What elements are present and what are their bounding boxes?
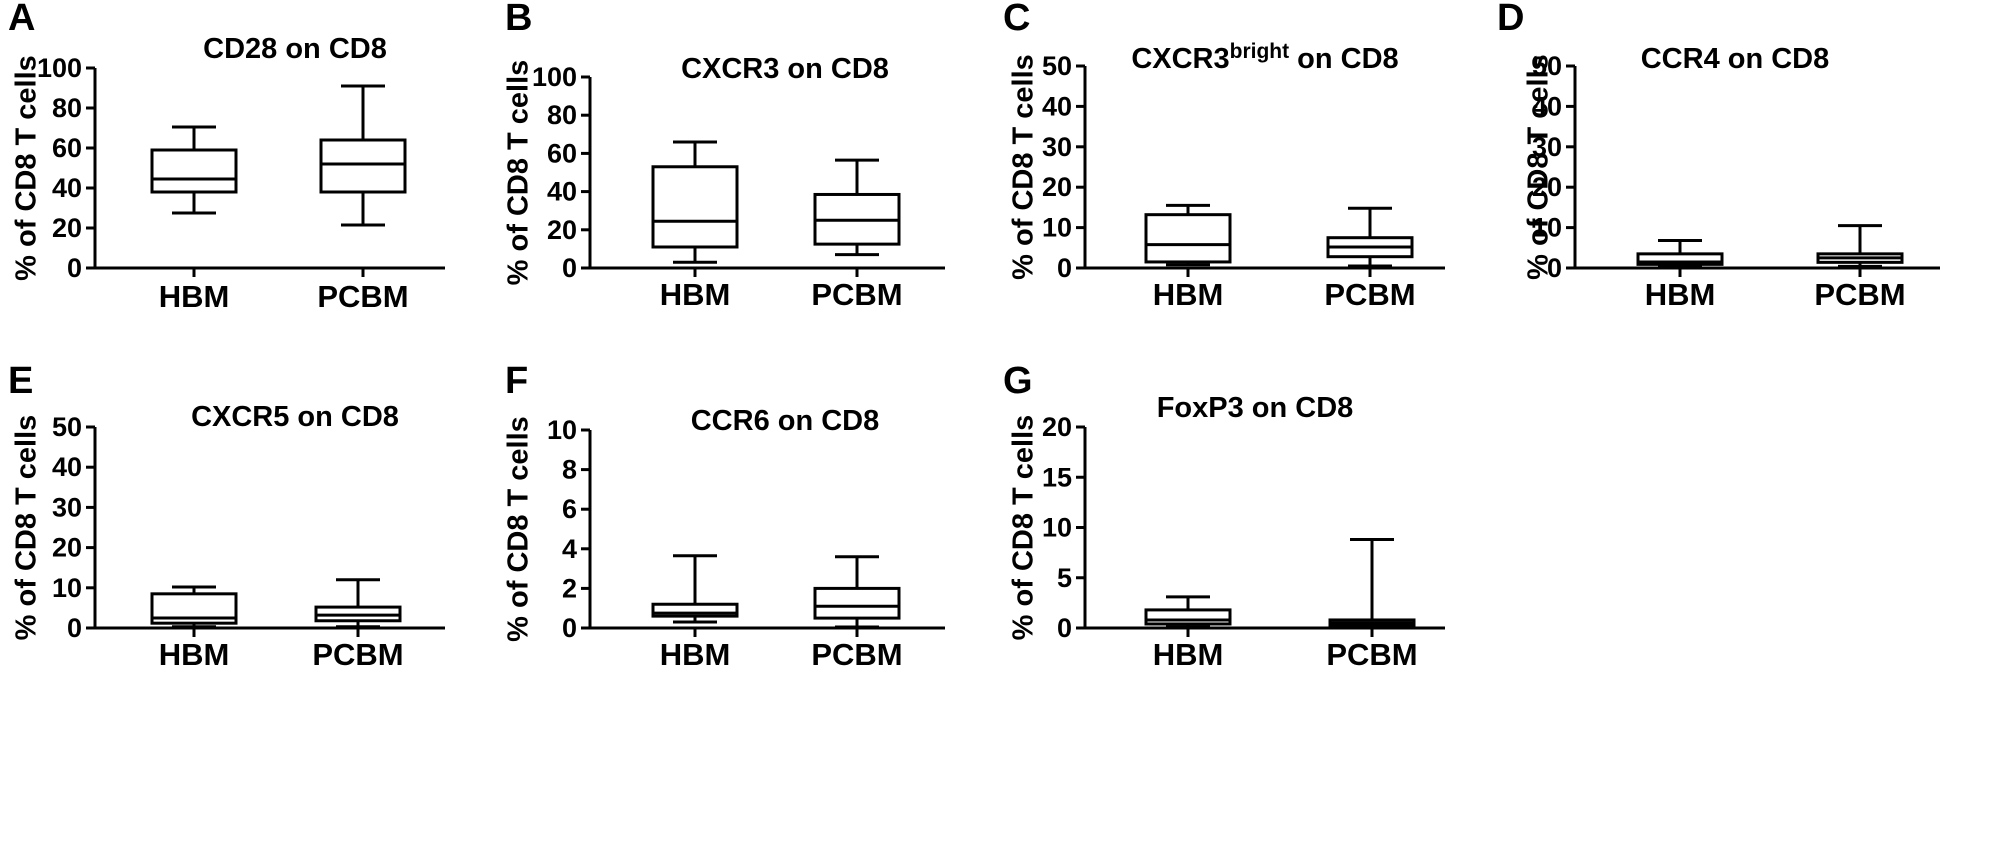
y-axis-label: % of CD8 T cells: [503, 416, 535, 642]
panel-letter: F: [505, 360, 528, 402]
y-tick-label: 80: [52, 93, 82, 123]
y-tick-label: 40: [1042, 91, 1072, 121]
box-iqr: [150, 148, 238, 194]
y-tick-label: 20: [52, 533, 82, 563]
panel-title: CCR4 on CD8: [1641, 43, 1830, 75]
y-tick-label: 50: [1532, 51, 1562, 81]
panel-title: FoxP3 on CD8: [1157, 392, 1354, 424]
panel-title: CXCR3 on CD8: [681, 53, 889, 85]
y-tick-label: 0: [562, 253, 577, 283]
y-tick-label: 0: [1547, 253, 1562, 283]
y-axis-label: % of CD8 T cells: [503, 60, 535, 286]
panel-title: CXCR5 on CD8: [191, 401, 399, 433]
y-tick-label: 0: [1057, 253, 1072, 283]
x-category-label: PCBM: [1326, 637, 1417, 672]
y-tick-label: 30: [1042, 132, 1072, 162]
y-tick-label: 30: [1532, 132, 1562, 162]
x-category-label: HBM: [159, 637, 230, 672]
y-tick-label: 20: [547, 215, 577, 245]
panel-letter: D: [1497, 0, 1524, 39]
x-category-label: HBM: [159, 279, 230, 314]
panel-title: CXCR3bright on CD8: [1131, 40, 1398, 75]
y-tick-label: 80: [547, 100, 577, 130]
y-tick-label: 100: [37, 53, 82, 83]
y-tick-label: 40: [52, 173, 82, 203]
y-axis-label: % of CD8 T cells: [1008, 415, 1040, 641]
x-category-label: HBM: [1153, 637, 1224, 672]
y-tick-label: 5: [1057, 563, 1072, 593]
x-category-label: HBM: [1153, 277, 1224, 312]
x-category-label: PCBM: [1324, 277, 1415, 312]
x-category-label: HBM: [1645, 277, 1716, 312]
box-iqr: [319, 138, 407, 194]
x-category-label: PCBM: [317, 279, 408, 314]
x-category-label: PCBM: [811, 277, 902, 312]
y-tick-label: 50: [52, 412, 82, 442]
box-iqr: [651, 602, 739, 618]
y-tick-label: 8: [562, 455, 577, 485]
y-tick-label: 10: [1042, 513, 1072, 543]
y-tick-label: 0: [67, 613, 82, 643]
y-tick-label: 30: [52, 492, 82, 522]
panel-letter: E: [8, 360, 33, 402]
y-tick-label: 15: [1042, 462, 1072, 492]
panel-letter: C: [1003, 0, 1030, 39]
y-tick-label: 6: [562, 494, 577, 524]
box-iqr: [813, 586, 901, 620]
box-iqr: [1636, 252, 1724, 266]
x-category-label: PCBM: [1814, 277, 1905, 312]
y-tick-label: 60: [547, 138, 577, 168]
panel-title: CD28 on CD8: [203, 33, 387, 65]
y-tick-label: 100: [532, 62, 577, 92]
y-tick-label: 0: [67, 253, 82, 283]
y-axis-label: % of CD8 T cells: [1523, 54, 1555, 280]
panel-letter: G: [1003, 360, 1033, 402]
y-tick-label: 20: [1532, 172, 1562, 202]
box-iqr: [1144, 608, 1232, 626]
y-tick-label: 20: [1042, 412, 1072, 442]
y-axis-label: % of CD8 T cells: [11, 55, 43, 281]
y-tick-label: 20: [52, 213, 82, 243]
y-tick-label: 10: [1042, 213, 1072, 243]
y-tick-label: 60: [52, 133, 82, 163]
x-category-label: HBM: [660, 277, 731, 312]
y-tick-label: 50: [1042, 51, 1072, 81]
y-tick-label: 40: [52, 452, 82, 482]
y-tick-label: 4: [562, 534, 577, 564]
panel-title: CCR6 on CD8: [691, 405, 880, 437]
box-iqr: [1144, 213, 1232, 264]
panel-letter: B: [505, 0, 532, 39]
y-tick-label: 2: [562, 573, 577, 603]
y-tick-label: 20: [1042, 172, 1072, 202]
y-tick-label: 10: [52, 573, 82, 603]
box-iqr: [651, 165, 739, 249]
y-tick-label: 0: [562, 613, 577, 643]
y-axis-label: % of CD8 T cells: [1008, 54, 1040, 280]
y-tick-label: 40: [1532, 91, 1562, 121]
y-axis-label: % of CD8 T cells: [11, 415, 43, 641]
x-category-label: PCBM: [811, 637, 902, 672]
y-tick-label: 10: [547, 415, 577, 445]
x-category-label: HBM: [660, 637, 731, 672]
x-category-label: PCBM: [312, 637, 403, 672]
panel-letter: A: [8, 0, 35, 39]
y-tick-label: 40: [547, 177, 577, 207]
y-tick-label: 0: [1057, 613, 1072, 643]
y-tick-label: 10: [1532, 213, 1562, 243]
